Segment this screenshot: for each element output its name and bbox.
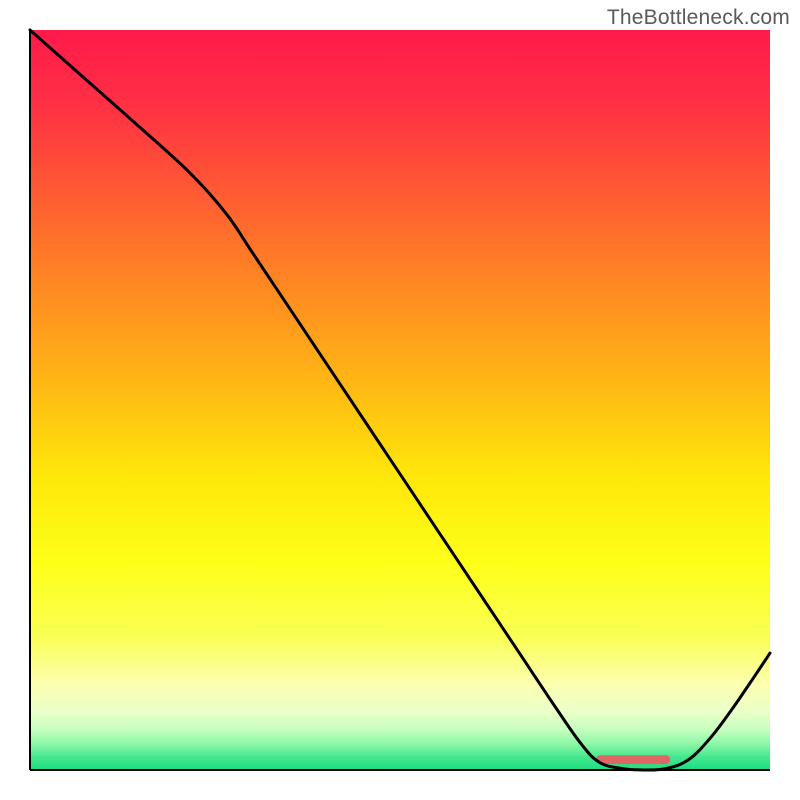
chart-background (30, 30, 770, 770)
watermark-text: TheBottleneck.com (607, 6, 790, 30)
bottleneck-chart (0, 0, 800, 800)
optimum-marker (596, 755, 670, 764)
